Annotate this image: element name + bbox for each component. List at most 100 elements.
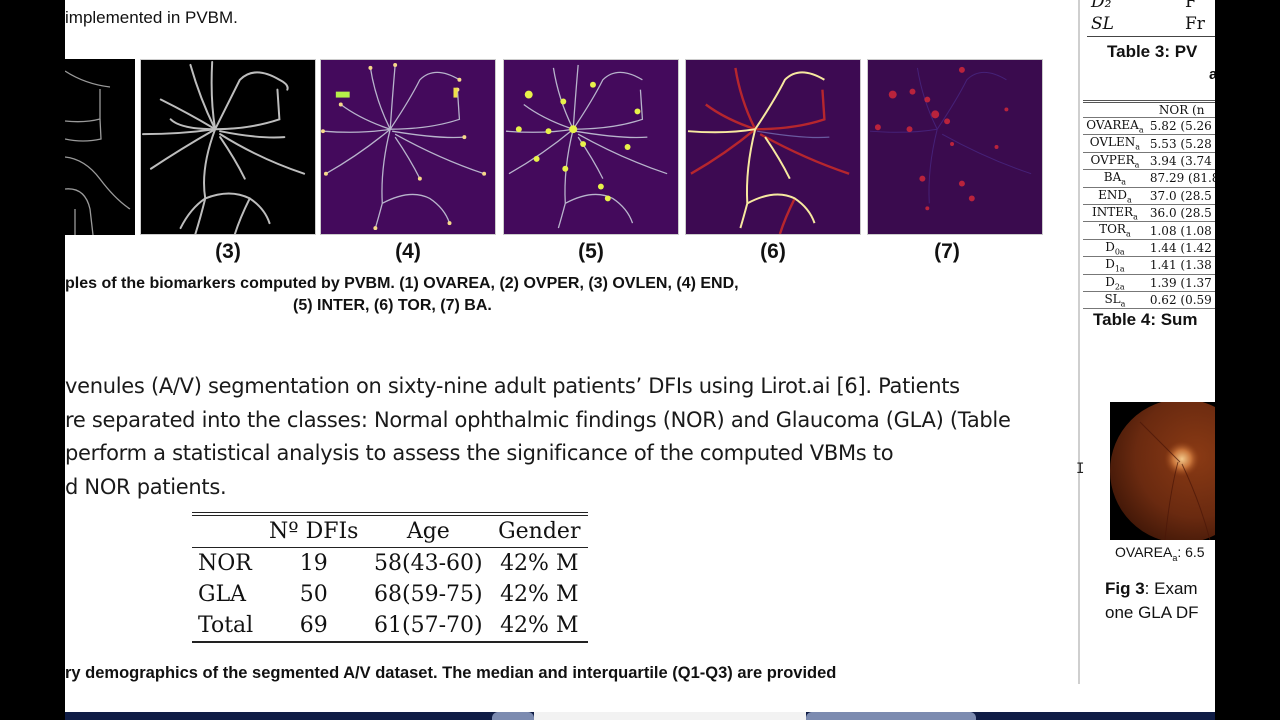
- table-row: GLA 50 68(59-75) 42% M: [192, 579, 588, 610]
- table3-symbol: D₂: [1091, 0, 1112, 12]
- table3-row: D₂ F: [1089, 0, 1215, 14]
- column-divider: [1078, 0, 1080, 684]
- metric-name: OVLEN: [1089, 135, 1136, 150]
- metric-value: 87.29 (81.8: [1146, 169, 1215, 188]
- table3-desc: Fr: [1185, 14, 1205, 34]
- table-cell: NOR: [198, 551, 252, 576]
- metric-value: 1.08 (1.08: [1146, 221, 1215, 240]
- table-row: D0a 1.44 (1.42: [1083, 239, 1215, 258]
- table-row: D2a 1.39 (1.37: [1083, 274, 1215, 292]
- panel-label-6: (6): [760, 240, 786, 263]
- vessel-image: [141, 60, 306, 234]
- table-row: Total 69 61(57-70) 42% M: [192, 610, 588, 643]
- table-cell: 19: [299, 551, 328, 576]
- figure-caption-line2: (5) INTER, (6) TOR, (7) BA.: [293, 297, 492, 314]
- table-cell: 69: [261, 610, 367, 643]
- table-row: D1a 1.41 (1.38: [1083, 256, 1215, 275]
- figure-panel-7: [867, 59, 1043, 235]
- panel-label-3: (3): [215, 240, 241, 263]
- endpoints-image: [321, 62, 487, 231]
- figure-panel-6: [685, 59, 861, 235]
- table-caption: ry demographics of the segmented A/V dat…: [65, 664, 837, 682]
- table-header-row: Nº DFIs Age Gender: [192, 514, 588, 548]
- metric-value: 5.82 (5.26: [1146, 117, 1215, 136]
- top-text: implemented in PVBM.: [65, 8, 238, 27]
- panel-label-5: (5): [578, 240, 604, 263]
- body-paragraph: venules (A/V) segmentation on sixty-nine…: [65, 370, 1055, 504]
- intersections-image: [505, 64, 668, 229]
- fundus-image: [1110, 402, 1215, 540]
- figure-caption: ples of the biomarkers computed by PVBM.…: [65, 273, 945, 317]
- table-cell: 42% M: [490, 610, 588, 643]
- metric-value: 5.53 (5.28: [1146, 134, 1215, 153]
- text-cursor-icon: I: [1076, 461, 1085, 477]
- metric-value: 36.0 (28.5: [1146, 204, 1215, 223]
- table3-caption-line2: a: [1209, 66, 1215, 83]
- table-row: OVAREAa 5.82 (5.26: [1083, 117, 1215, 136]
- right-column: D₂ F SL Fr Table 3: PV a NOR (n OVAREAa 5…: [1081, 0, 1215, 712]
- table-row: SLa 0.62 (0.59: [1083, 291, 1215, 310]
- table-cell: 42% M: [500, 582, 579, 607]
- table-cell: GLA: [198, 582, 247, 607]
- metric-name: OVPER: [1090, 152, 1135, 167]
- metric-name: SL: [1104, 291, 1121, 306]
- header-cell: Age: [366, 514, 491, 548]
- metric-name: INTER: [1092, 204, 1134, 219]
- scrollbar-thumb-left[interactable]: [492, 712, 534, 720]
- table-row: BAa 87.29 (81.8: [1083, 169, 1215, 188]
- metric-name: TOR: [1099, 222, 1126, 237]
- metric-name: END: [1098, 187, 1127, 202]
- table-cell: 58(43-60): [374, 551, 483, 576]
- branching-angle-image: [869, 66, 1032, 211]
- paragraph-line: re separated into the classes: Normal op…: [65, 407, 1011, 432]
- table-cell: 61(57-70): [366, 610, 491, 643]
- table-row: OVLENa 5.53 (5.28: [1083, 134, 1215, 153]
- table-cell: 50: [299, 582, 328, 607]
- header-cell: Gender: [490, 514, 588, 548]
- fig3-caption: Fig 3: Exam one GLA DF: [1105, 579, 1199, 622]
- scrollbar-viewport-indicator[interactable]: [534, 712, 806, 720]
- metric-name: D: [1105, 274, 1115, 289]
- header-cell: Nº DFIs: [261, 514, 367, 548]
- paragraph-line: d NOR patients.: [65, 474, 227, 499]
- metric-value: 1.39 (1.37: [1146, 274, 1215, 292]
- paragraph-line: perform a statistical analysis to assess…: [65, 441, 894, 465]
- header-cell: [1083, 101, 1147, 118]
- table3-rows: D₂ F SL Fr: [1089, 0, 1215, 44]
- summary-table: NOR (n OVAREAa 5.82 (5.26 OVLENa 5.53 (5.2…: [1083, 100, 1215, 310]
- paragraph-line: venules (A/V) segmentation on sixty-nine…: [65, 374, 960, 398]
- figure-panel-2: [65, 59, 135, 235]
- table-cell: Total: [192, 610, 262, 643]
- metric-value: 1.41 (1.38: [1146, 256, 1215, 275]
- metric-name: OVAREA: [1086, 118, 1139, 132]
- figure-caption-line1: ples of the biomarkers computed by PVBM.…: [65, 275, 739, 292]
- fundus-photo: [1110, 402, 1215, 540]
- demographics-table: Nº DFIs Age Gender NOR 19 58(43-60) 42% …: [192, 512, 588, 643]
- tortuosity-image: [687, 67, 850, 234]
- panel-label-4: (4): [395, 240, 421, 263]
- table-row: ENDa 37.0 (28.5: [1083, 187, 1215, 205]
- figure-panel-3: [140, 59, 316, 235]
- panel-label-7: (7): [934, 240, 960, 263]
- table3-desc: F: [1185, 0, 1197, 12]
- table-row: NOR 19 58(43-60) 42% M: [192, 548, 588, 580]
- table-row: TORa 1.08 (1.08: [1083, 221, 1215, 240]
- figure-panel-5: [503, 59, 679, 235]
- fundus-value-label: OVAREAa: 6.5: [1115, 544, 1205, 563]
- table3-symbol: SL: [1091, 14, 1114, 34]
- metric-value: 3.94 (3.74: [1146, 152, 1215, 171]
- figure-panel-4: [320, 59, 496, 235]
- metric-value: 1.44 (1.42: [1146, 239, 1215, 258]
- table4-caption: Table 4: Sum: [1093, 310, 1198, 329]
- table-cell: 42% M: [500, 551, 579, 576]
- scrollbar-thumb-right[interactable]: [806, 712, 976, 720]
- vessel-image: [65, 70, 131, 235]
- table3-caption: Table 3: PV: [1107, 42, 1198, 61]
- table-cell: 68(59-75): [374, 582, 483, 607]
- metric-name: D: [1105, 239, 1115, 254]
- metric-value: 37.0 (28.5: [1146, 187, 1215, 205]
- metric-name: BA: [1103, 170, 1122, 185]
- metric-value: 0.62 (0.59: [1146, 291, 1215, 310]
- header-cell: NOR (n: [1146, 101, 1215, 118]
- left-letterbox: [0, 0, 65, 720]
